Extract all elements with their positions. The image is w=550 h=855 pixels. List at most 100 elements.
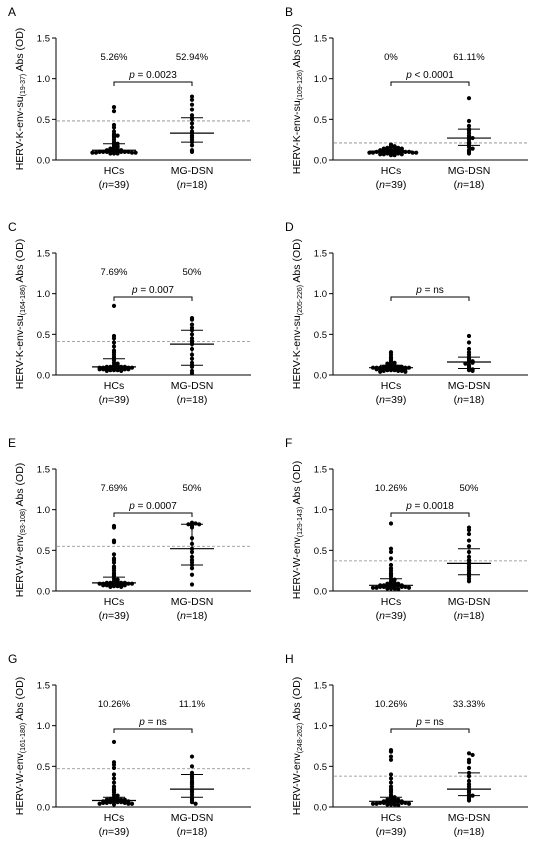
data-point [104, 583, 109, 588]
data-point [111, 560, 117, 565]
y-axis-label: HERV-K-env-su(19-37) Abs (OD) [14, 28, 27, 171]
percent-label: 5.26% [101, 52, 128, 63]
data-point [111, 762, 117, 767]
y-tick-label: 1.5 [314, 681, 327, 692]
data-point [115, 584, 120, 589]
data-point [466, 765, 472, 771]
data-point [388, 802, 394, 807]
significance-bracket [390, 728, 470, 733]
data-point [388, 749, 394, 754]
data-point [399, 152, 404, 157]
n-value: =39) [385, 826, 406, 838]
data-point [111, 303, 117, 308]
paren-open: ( [177, 179, 181, 191]
data-point [111, 772, 117, 777]
data-point [374, 149, 379, 154]
data-point [403, 369, 408, 374]
y-tick-label: 0.0 [37, 587, 50, 598]
data-point [392, 368, 397, 373]
data-point [111, 765, 117, 771]
significance-bracket [113, 296, 193, 301]
x-sample-size: (n=18) [177, 826, 208, 838]
y-tick-label: 0.5 [314, 762, 327, 773]
data-point [111, 368, 117, 373]
panel-letter: E [8, 436, 16, 450]
n-value: =39) [385, 610, 406, 622]
data-point [115, 133, 120, 138]
significance-bracket [113, 81, 193, 86]
paren-open: ( [177, 610, 181, 622]
p-value: = ns [145, 717, 167, 728]
data-point [189, 94, 195, 99]
y-tick-label: 0.5 [314, 546, 327, 557]
data-point [189, 800, 195, 805]
y-tick-label: 1.5 [37, 465, 50, 476]
y-label-main: HERV-K-env-su [291, 315, 303, 389]
y-label-subscript: (129-143) [297, 507, 304, 537]
x-sample-size: (n=18) [177, 394, 208, 406]
paren-open: ( [376, 610, 380, 622]
n-symbol: n [102, 394, 108, 406]
data-point [111, 776, 117, 781]
significance-bracket [113, 512, 193, 517]
y-tick-label: 1.5 [37, 249, 50, 260]
y-tick-label: 1.5 [314, 249, 327, 260]
significance-bracket [390, 81, 470, 86]
n-symbol: n [379, 394, 385, 406]
y-label-main: HERV-K-env-su [14, 96, 26, 170]
data-point [414, 150, 419, 155]
percent-label: 50% [459, 483, 479, 494]
data-point [189, 322, 195, 327]
data-point [111, 540, 117, 545]
y-axis-label: HERV-W-env(161-180) Abs (OD) [14, 677, 27, 816]
data-point [189, 107, 195, 112]
n-value: =18) [186, 826, 207, 838]
n-value: =18) [463, 826, 484, 838]
p-value: = 0.0007 [135, 501, 177, 512]
data-point [403, 149, 408, 154]
y-tick-label: 0.0 [314, 371, 327, 382]
y-label-main: HERV-W-env [14, 535, 26, 598]
y-tick-label: 0.5 [37, 330, 50, 341]
data-point [126, 801, 131, 806]
n-value: =39) [108, 826, 129, 838]
p-value-label: p = ns [415, 285, 444, 296]
data-point [466, 544, 472, 549]
data-point [189, 317, 195, 322]
data-point [385, 151, 390, 156]
data-point [119, 584, 124, 590]
percent-label: 10.26% [98, 699, 131, 710]
x-sample-size: (n=39) [376, 826, 407, 838]
n-value: =18) [186, 610, 207, 622]
x-sample-size: (n=39) [99, 394, 130, 406]
data-point [374, 801, 379, 806]
n-symbol: n [457, 394, 463, 406]
data-point [396, 151, 401, 156]
y-tick-label: 1.0 [37, 289, 50, 300]
data-point [466, 118, 472, 124]
data-point [189, 582, 195, 587]
y-tick-label: 1.0 [314, 721, 327, 732]
panel-letter: G [8, 652, 17, 666]
data-point [126, 581, 131, 586]
data-point [122, 367, 127, 372]
data-point [193, 521, 198, 526]
p-value-label: p = 0.0007 [128, 501, 177, 512]
y-tick-label: 0.0 [37, 371, 50, 382]
p-value: = ns [422, 285, 444, 296]
n-value: =39) [108, 394, 129, 406]
y-tick-label: 0.0 [314, 587, 327, 598]
data-point [388, 546, 394, 551]
percent-label: 10.26% [375, 483, 408, 494]
panel-a: A 0.0 0.5 1.0 1.5 HERV-K-env-su(19-37) Abs (O… [8, 5, 251, 191]
x-sample-size: (n=39) [99, 826, 130, 838]
data-point [399, 368, 404, 374]
data-point [189, 770, 195, 775]
paren-open: ( [454, 179, 458, 191]
data-point [108, 368, 113, 373]
data-point [104, 800, 109, 806]
data-point [396, 587, 401, 592]
data-point [466, 368, 472, 373]
n-value: =18) [463, 394, 484, 406]
p-value-label: p < 0.0001 [405, 70, 454, 81]
